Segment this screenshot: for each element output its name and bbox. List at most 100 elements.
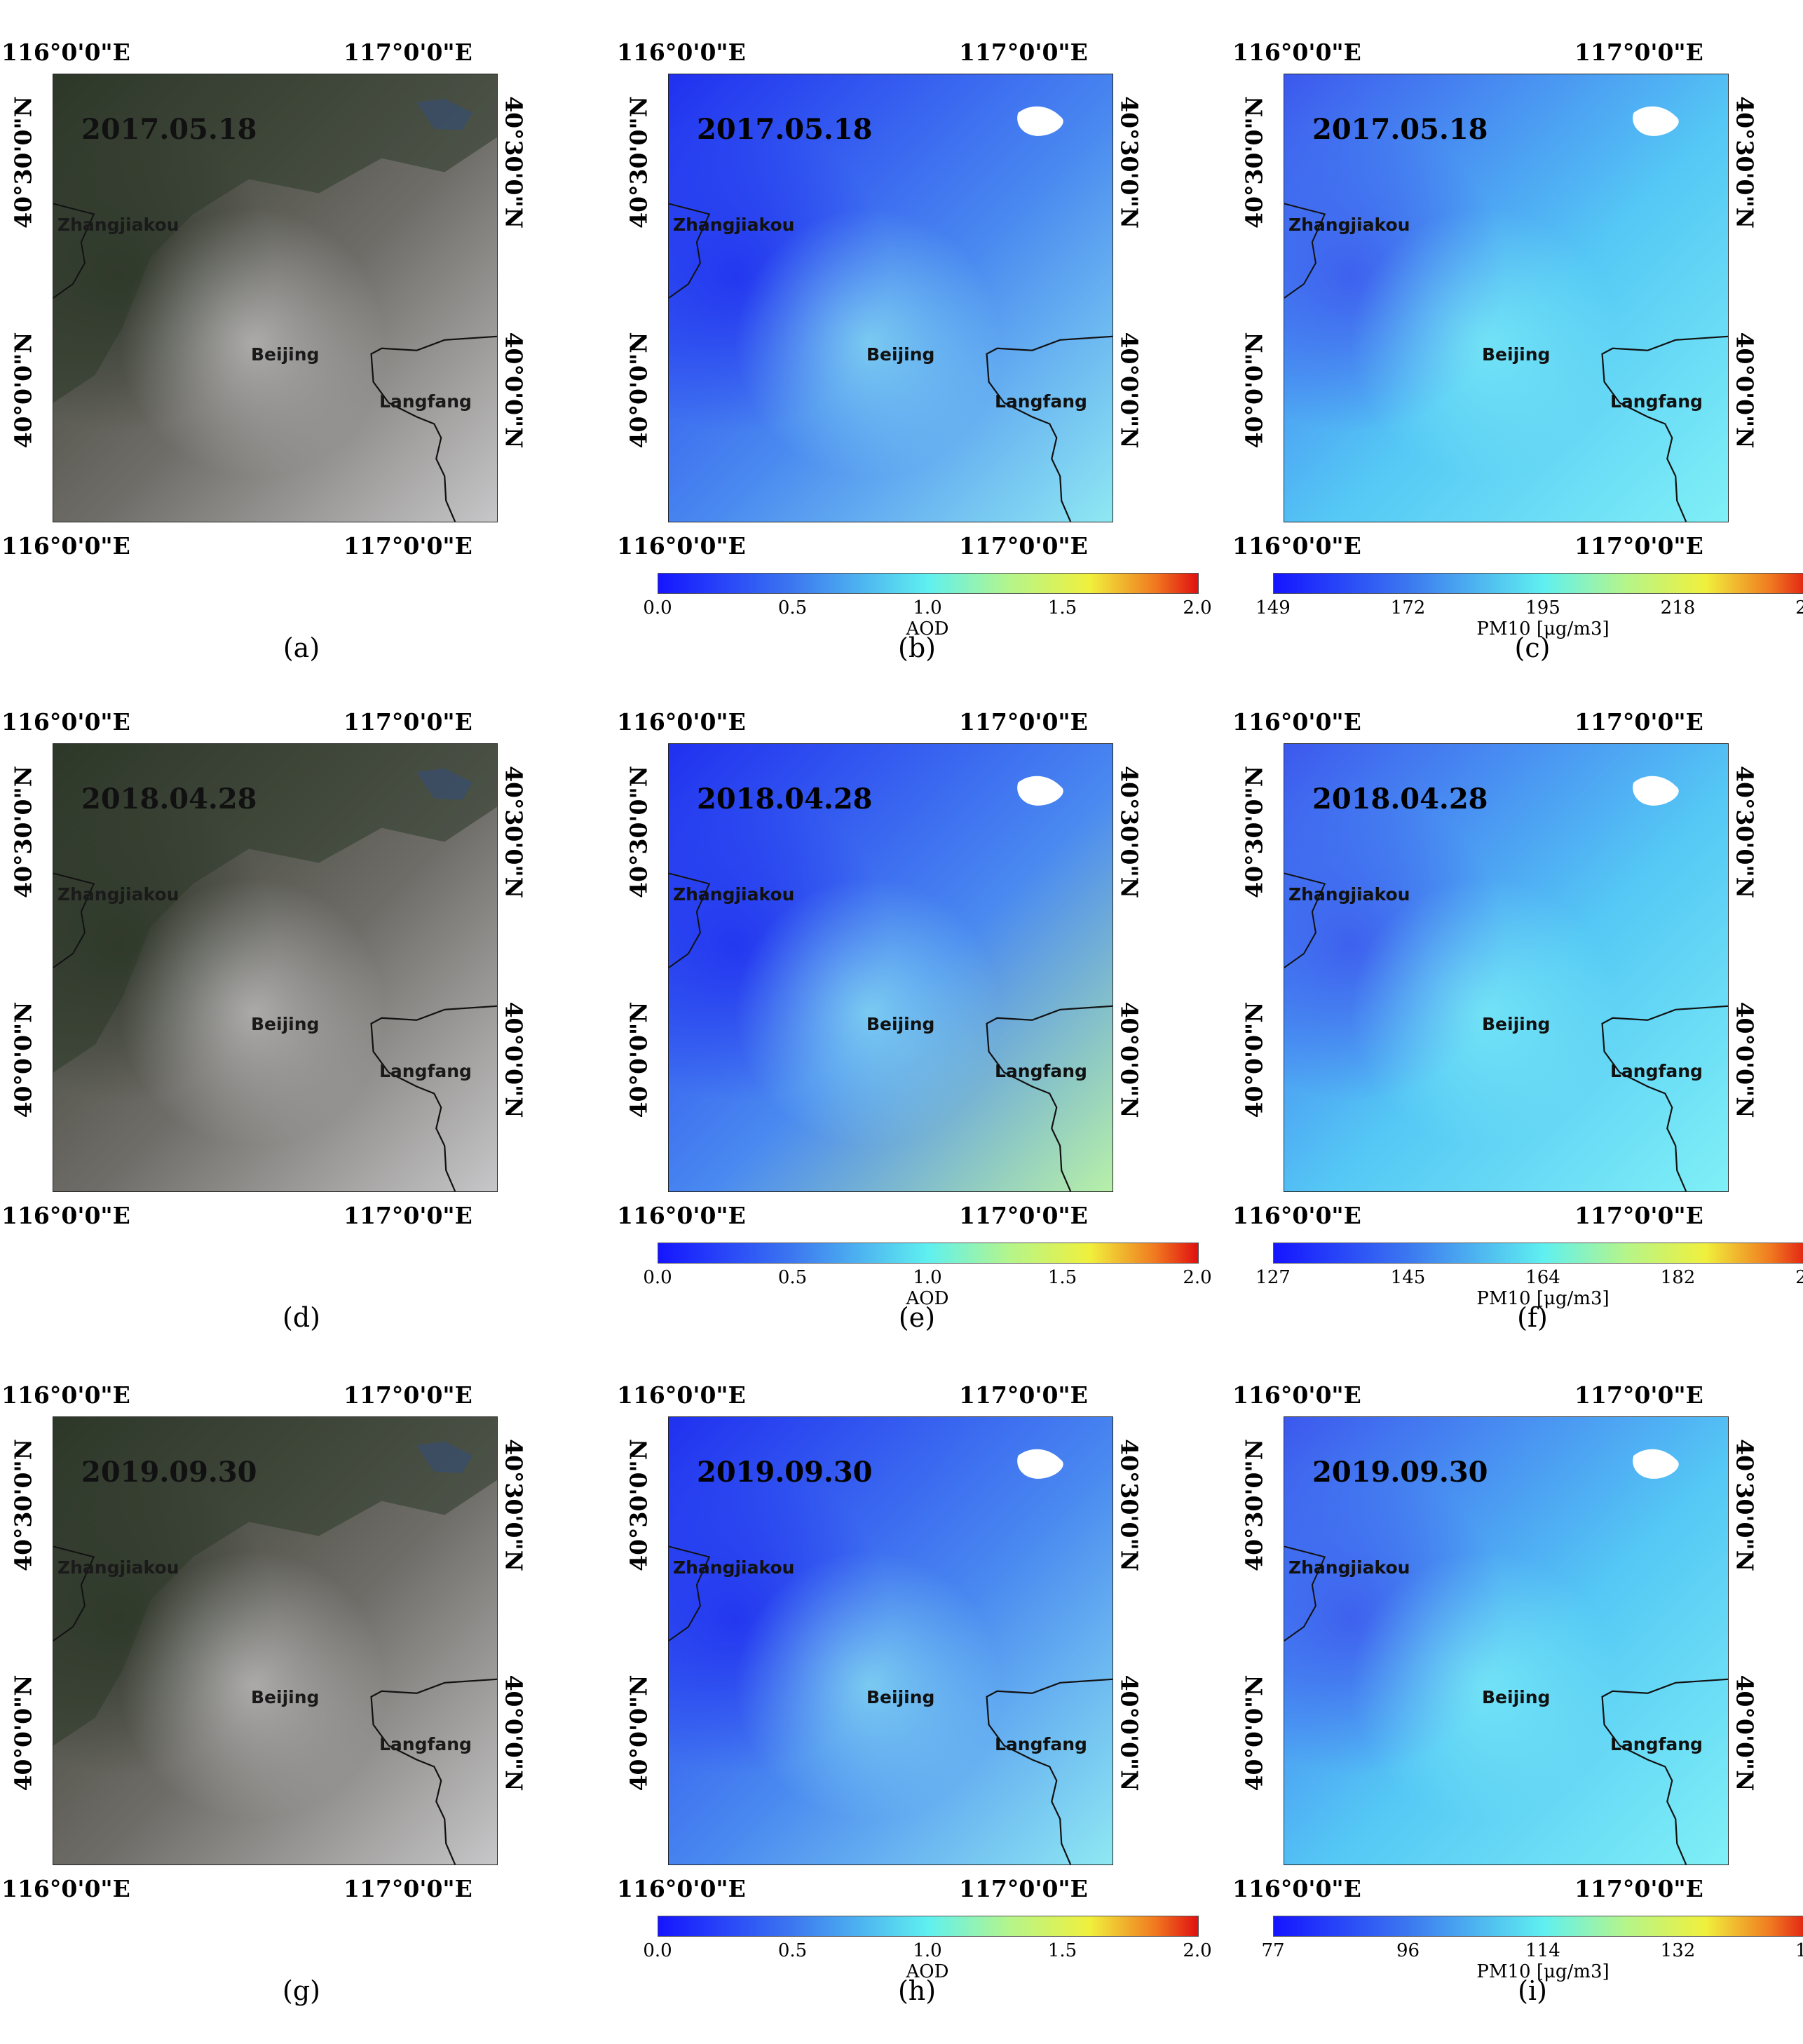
lat-label-left-upper: 40°30'0"N	[1240, 1439, 1268, 1571]
colorbar-ticks: 0.0 0.5 1.0 1.5 2.0	[643, 1940, 1211, 1961]
colorbar-tick: 0.0	[643, 1267, 672, 1288]
lat-label-right-upper: 40°30'0"N	[500, 766, 528, 898]
map-pm10: 2017.05.18 Zhangjiakou Beijing Langfang	[1284, 74, 1729, 522]
lon-label-top-left: 116°0'0"E	[1232, 708, 1361, 736]
date-label: 2019.09.30	[1312, 1456, 1488, 1489]
panel-caption: (b)	[898, 632, 936, 663]
lon-label-top-right: 117°0'0"E	[959, 708, 1088, 736]
colorbar-tick: 96	[1396, 1940, 1420, 1961]
boundary-zhangjiakou	[669, 1545, 711, 1642]
lon-label-bottom-right: 117°0'0"E	[343, 1875, 472, 1902]
lat-label-left-upper: 40°30'0"N	[1240, 766, 1268, 898]
map-urban-glow	[669, 744, 1113, 1191]
colorbar-tick: 0.0	[643, 597, 672, 618]
colorbar-label: AOD	[906, 1288, 949, 1309]
lon-label-top-right: 117°0'0"E	[1574, 1381, 1703, 1409]
lon-label-top-right: 117°0'0"E	[343, 39, 472, 66]
boundary-langfang	[370, 1005, 497, 1191]
lat-label-right-lower: 40°0'0"N	[1115, 1674, 1143, 1792]
lat-label-left-lower: 40°0'0"N	[1240, 332, 1268, 449]
lon-label-bottom-right: 117°0'0"E	[959, 1202, 1088, 1229]
date-label: 2017.05.18	[81, 113, 257, 146]
lat-label-right-upper: 40°30'0"N	[500, 1439, 528, 1571]
lon-label-bottom-right: 117°0'0"E	[343, 1202, 472, 1229]
colorbar-gradient	[658, 1916, 1199, 1937]
place-beijing: Beijing	[251, 1014, 320, 1034]
colorbar-tick: 2.0	[1183, 1940, 1212, 1961]
boundary-zhangjiakou	[1284, 872, 1326, 968]
panel-r2c1: 116°0'0"E 117°0'0"E 40°30'0"N 40°0'0"N 40°30…	[615, 1371, 1218, 2044]
lat-label-left-lower: 40°0'0"N	[625, 332, 653, 449]
colorbar-tick: 182	[1660, 1267, 1696, 1288]
panel-caption: (f)	[1517, 1302, 1548, 1333]
panel-r1c1: 116°0'0"E 117°0'0"E 40°30'0"N 40°0'0"N 40°30…	[615, 698, 1218, 1371]
lon-label-top-left: 116°0'0"E	[1, 1381, 130, 1409]
panel-caption: (c)	[1514, 632, 1551, 663]
lon-label-top-right: 117°0'0"E	[343, 708, 472, 736]
lat-label-right-upper: 40°30'0"N	[1731, 96, 1759, 229]
map-aod: 2019.09.30 Zhangjiakou Beijing Langfang	[668, 1416, 1113, 1865]
lat-label-left-lower: 40°0'0"N	[625, 1001, 653, 1118]
place-langfang: Langfang	[995, 1061, 1087, 1081]
colorbar-gradient	[1273, 573, 1803, 594]
boundary-zhangjiakou	[1284, 203, 1326, 299]
boundary-langfang	[370, 1678, 497, 1864]
lat-label-left-upper: 40°30'0"N	[9, 1439, 37, 1571]
colorbar-ticks: 149 172 195 218 241	[1256, 597, 1803, 618]
colorbar-tick: 218	[1660, 597, 1696, 618]
lat-label-left-upper: 40°30'0"N	[1240, 96, 1268, 229]
date-label: 2018.04.28	[81, 783, 257, 815]
colorbar-tick: 1.5	[1047, 1940, 1077, 1961]
lon-label-top-left: 116°0'0"E	[617, 1381, 746, 1409]
mountain-region	[53, 74, 497, 403]
boundary-zhangjiakou	[669, 872, 711, 968]
place-beijing: Beijing	[866, 1687, 935, 1707]
place-beijing: Beijing	[1482, 1687, 1551, 1707]
lon-label-top-right: 117°0'0"E	[959, 1381, 1088, 1409]
reservoir	[1633, 776, 1679, 806]
place-zhangjiakou: Zhangjiakou	[673, 1557, 795, 1578]
colorbar-ticks: 77 96 114 132 151	[1261, 1940, 1803, 1961]
colorbar-gradient	[658, 573, 1199, 594]
lat-label-right-upper: 40°30'0"N	[1115, 766, 1143, 898]
colorbar-tick: 127	[1256, 1267, 1291, 1288]
date-label: 2018.04.28	[697, 783, 873, 815]
lat-label-right-lower: 40°0'0"N	[500, 332, 528, 449]
place-beijing: Beijing	[251, 1687, 320, 1707]
map-urban-glow	[669, 1417, 1113, 1864]
reservoir	[1017, 106, 1063, 136]
colorbar-tick: 1.0	[913, 1267, 942, 1288]
lat-label-left-upper: 40°30'0"N	[9, 766, 37, 898]
panel-caption: (h)	[897, 1975, 937, 2006]
place-langfang: Langfang	[379, 391, 472, 412]
lon-label-bottom-left: 116°0'0"E	[1232, 1202, 1361, 1229]
place-langfang: Langfang	[1610, 1734, 1703, 1754]
lat-label-right-upper: 40°30'0"N	[1115, 96, 1143, 229]
place-langfang: Langfang	[1610, 391, 1703, 412]
colorbar-tick: 241	[1795, 597, 1803, 618]
lat-label-right-upper: 40°30'0"N	[1731, 1439, 1759, 1571]
boundary-langfang	[986, 1005, 1113, 1191]
map-pm10: 2018.04.28 Zhangjiakou Beijing Langfang	[1284, 743, 1729, 1192]
map-pm10: 2019.09.30 Zhangjiakou Beijing Langfang	[1284, 1416, 1729, 1865]
colorbar-tick: 2.0	[1183, 1267, 1212, 1288]
lon-label-top-left: 116°0'0"E	[617, 39, 746, 66]
mountain-region	[53, 744, 497, 1073]
map-rgb: 2018.04.28 Zhangjiakou Beijing Langfang	[53, 743, 498, 1192]
map-rgb: 2017.05.18 Zhangjiakou Beijing Langfang	[53, 74, 498, 522]
map-urban-glow	[1284, 1417, 1728, 1864]
lat-label-right-lower: 40°0'0"N	[1115, 332, 1143, 449]
place-langfang: Langfang	[1610, 1061, 1703, 1081]
colorbar-ticks: 0.0 0.5 1.0 1.5 2.0	[643, 597, 1211, 618]
reservoir	[416, 1441, 473, 1473]
colorbar-tick: 172	[1390, 597, 1426, 618]
reservoir	[1633, 1449, 1679, 1479]
date-label: 2017.05.18	[1312, 113, 1488, 146]
lon-label-top-left: 116°0'0"E	[617, 708, 746, 736]
colorbar-label: AOD	[906, 618, 949, 639]
colorbar-label: PM10 [μg/m3]	[1476, 618, 1610, 639]
colorbar-tick: 114	[1525, 1940, 1560, 1961]
boundary-zhangjiakou	[53, 203, 95, 299]
colorbar-label: PM10 [μg/m3]	[1476, 1961, 1610, 1982]
colorbar-tick: 145	[1390, 1267, 1426, 1288]
